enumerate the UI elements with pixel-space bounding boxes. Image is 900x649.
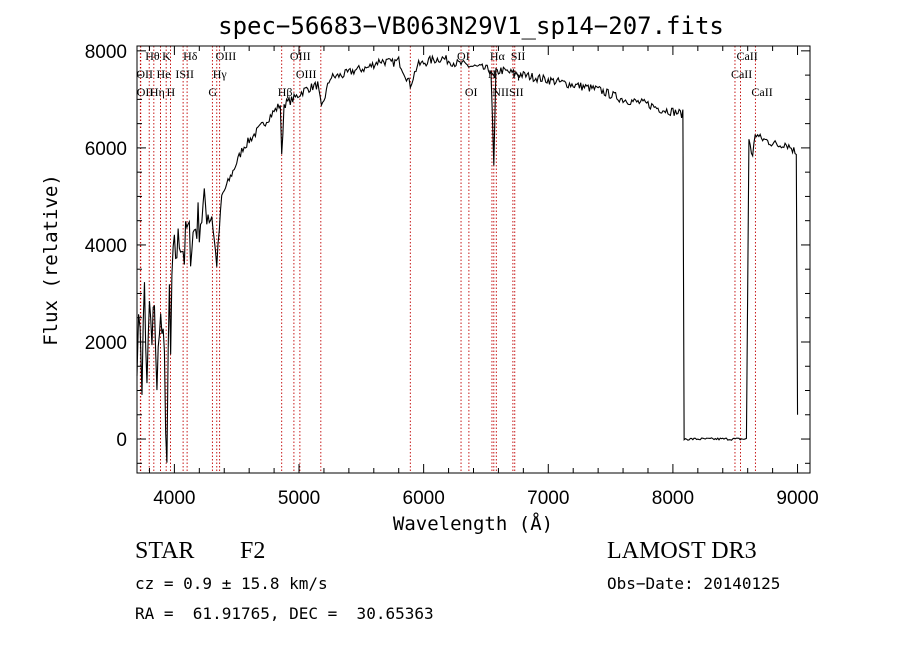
emission-line-label-10: He [157,67,171,81]
y-tick-label-2: 4000 [85,236,127,257]
emission-line-markers [139,46,756,473]
emission-line-label-12: Hγ [213,67,228,81]
emission-line-label-21: G [208,85,217,99]
emission-line-label-4: OIII [290,49,311,63]
y-tick-label-0: 0 [116,430,127,451]
emission-line-label-24: NIISII [492,85,523,99]
emission-line-label-8: CaII [736,49,757,63]
plot-frame [136,45,811,474]
y-tick-label-3: 6000 [85,139,127,160]
redshift-value: cz = 0.9 ± 15.8 km/s [135,574,328,593]
emission-line-label-0: Hθ [145,49,160,63]
x-axis-label: Wavelength (Å) [393,512,553,535]
y-axis-ticks: 0 2000 4000 6000 8000 [85,42,810,464]
flux-series-line [136,54,799,463]
x-axis-ticks: 4000 5000 6000 7000 8000 9000 [148,46,819,509]
observation-date: Obs−Date: 20140125 [607,574,781,593]
y-tick-label-4: 8000 [85,42,127,63]
x-tick-label-0: 4000 [153,488,195,509]
emission-line-label-9: OII [136,67,153,81]
object-class: STAR [135,538,195,564]
emission-line-label-2: Hδ [183,49,198,63]
x-tick-label-3: 7000 [527,488,569,509]
emission-line-label-7: SII [511,49,526,63]
emission-line-label-15: I [492,67,496,81]
emission-line-label-1: K [162,49,171,63]
emission-line-label-14: N [488,67,497,81]
coordinates: RA = 61.91765, DEC = 30.65363 [135,604,434,623]
chart-title: spec−56683−VB063N29V1_sp14−207.fits [218,12,724,40]
emission-line-label-23: OI [465,85,478,99]
emission-line-label-6: Hα [490,49,506,63]
survey-name: LAMOST DR3 [607,538,757,564]
emission-line-label-17: CaII [731,67,752,81]
emission-line-label-22: Hβ [278,85,293,99]
y-axis-label: Flux (relative) [40,174,62,346]
spectrum-chart: spec−56683−VB063N29V1_sp14−207.fits Hθ K H… [40,12,819,535]
x-tick-label-4: 8000 [652,488,694,509]
x-tick-label-5: 9000 [776,488,818,509]
spectral-subclass: F2 [240,538,266,564]
x-tick-label-1: 5000 [278,488,320,509]
emission-line-label-3: OIII [216,49,237,63]
y-tick-label-1: 2000 [85,333,127,354]
emission-line-label-19: Hη [150,85,165,99]
emission-line-label-25: CaII [751,85,772,99]
emission-line-label-18: OII [137,85,154,99]
x-tick-label-2: 6000 [403,488,445,509]
emission-line-label-5: OI [457,49,470,63]
emission-line-label-20: H [167,85,176,99]
emission-line-label-13: OIII [296,67,317,81]
emission-line-label-11: ISII [175,67,194,81]
